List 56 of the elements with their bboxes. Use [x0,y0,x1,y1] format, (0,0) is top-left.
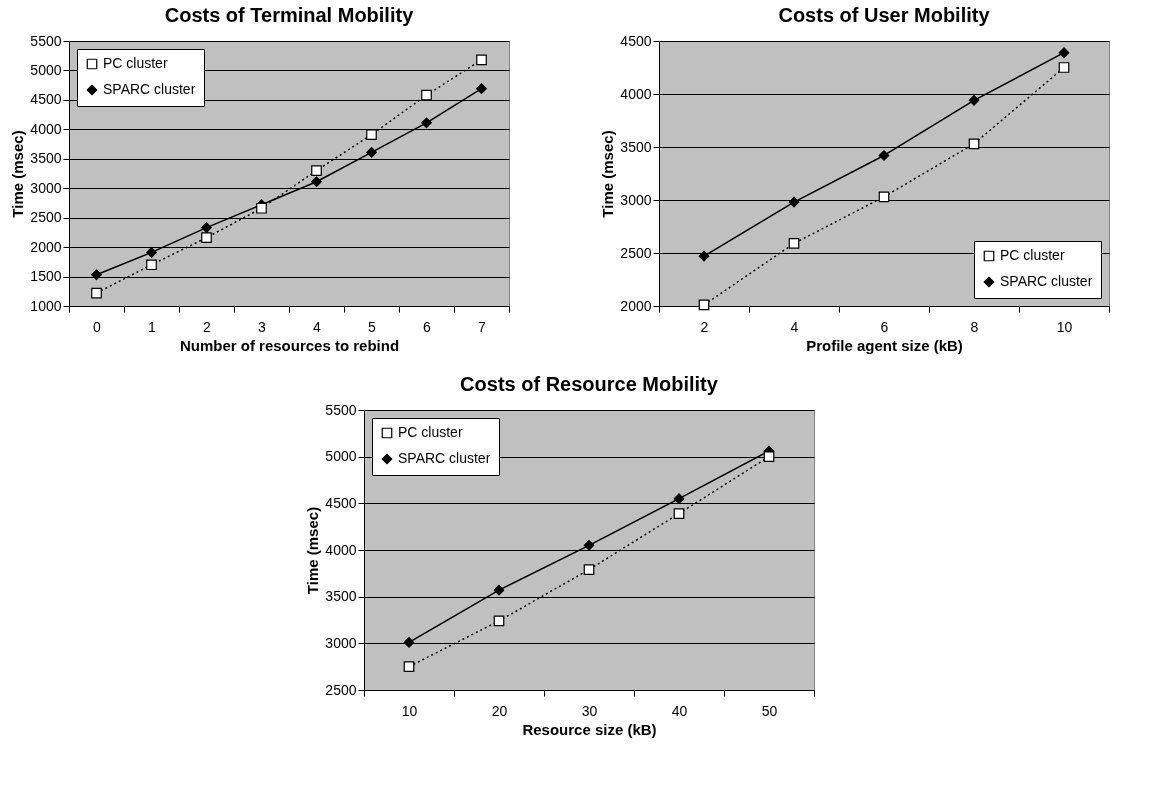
legend-label: PC cluster [1000,247,1065,263]
chart-title: Costs of Resource Mobility [460,373,719,395]
y-tick-label: 4000 [325,541,357,558]
x-tick-label: 7 [478,318,487,335]
x-tick-label: 2 [203,318,212,335]
legend-label: SPARC cluster [103,81,196,97]
y-tick-label: 3500 [325,588,357,605]
x-tick-label: 30 [581,702,598,719]
x-tick-label: 10 [401,702,418,719]
x-axis-title: Number of resources to rebind [179,336,400,354]
y-axis-title: Time (msec) [599,130,617,218]
chart-title: Costs of Terminal Mobility [164,4,415,26]
y-tick-label: 5500 [325,401,357,418]
x-tick-label: 40 [671,702,688,719]
y-tick-label: 3000 [325,634,357,651]
y-tick-label: 3000 [30,179,62,196]
y-tick-label: 1000 [30,297,62,314]
y-tick-label: 2000 [620,297,652,314]
y-tick-label: 5000 [325,448,357,465]
y-tick-label: 2500 [620,244,652,261]
x-tick-label: 20 [491,702,508,719]
y-tick-label: 4500 [325,494,357,511]
x-tick-label: 10 [1056,318,1073,335]
legend-label: PC cluster [398,424,463,440]
y-tick-label: 2000 [30,238,62,255]
x-tick-label: 50 [761,702,778,719]
y-axis-title: Time (msec) [9,130,27,218]
y-tick-label: 3000 [620,191,652,208]
x-tick-label: 2 [700,318,709,335]
chart-title: Costs of User Mobility [778,4,991,26]
y-tick-label: 2500 [30,209,62,226]
x-tick-label: 6 [423,318,432,335]
y-tick-label: 4000 [620,85,652,102]
legend-label: SPARC cluster [1000,273,1093,289]
y-tick-label: 4500 [620,32,652,49]
x-tick-label: 3 [258,318,267,335]
legend-label: PC cluster [103,55,168,71]
x-tick-label: 1 [148,318,157,335]
y-tick-label: 3500 [620,138,652,155]
x-tick-label: 4 [790,318,799,335]
y-tick-label: 4500 [30,91,62,108]
x-tick-label: 0 [93,318,102,335]
y-axis-title: Time (msec) [304,506,322,595]
y-tick-label: 2500 [325,681,357,698]
y-tick-label: 5000 [30,61,62,78]
y-tick-label: 1500 [30,268,62,285]
x-axis-title: Profile agent size (kB) [806,336,963,354]
y-tick-label: 3500 [30,150,62,167]
y-tick-label: 4000 [30,120,62,137]
legend-label: SPARC cluster [398,450,491,466]
x-tick-label: 8 [970,318,979,335]
y-tick-label: 5500 [30,32,62,49]
x-tick-label: 5 [368,318,377,335]
x-tick-label: 6 [880,318,889,335]
x-tick-label: 4 [313,318,322,335]
x-axis-title: Resource size (kB) [522,720,657,738]
